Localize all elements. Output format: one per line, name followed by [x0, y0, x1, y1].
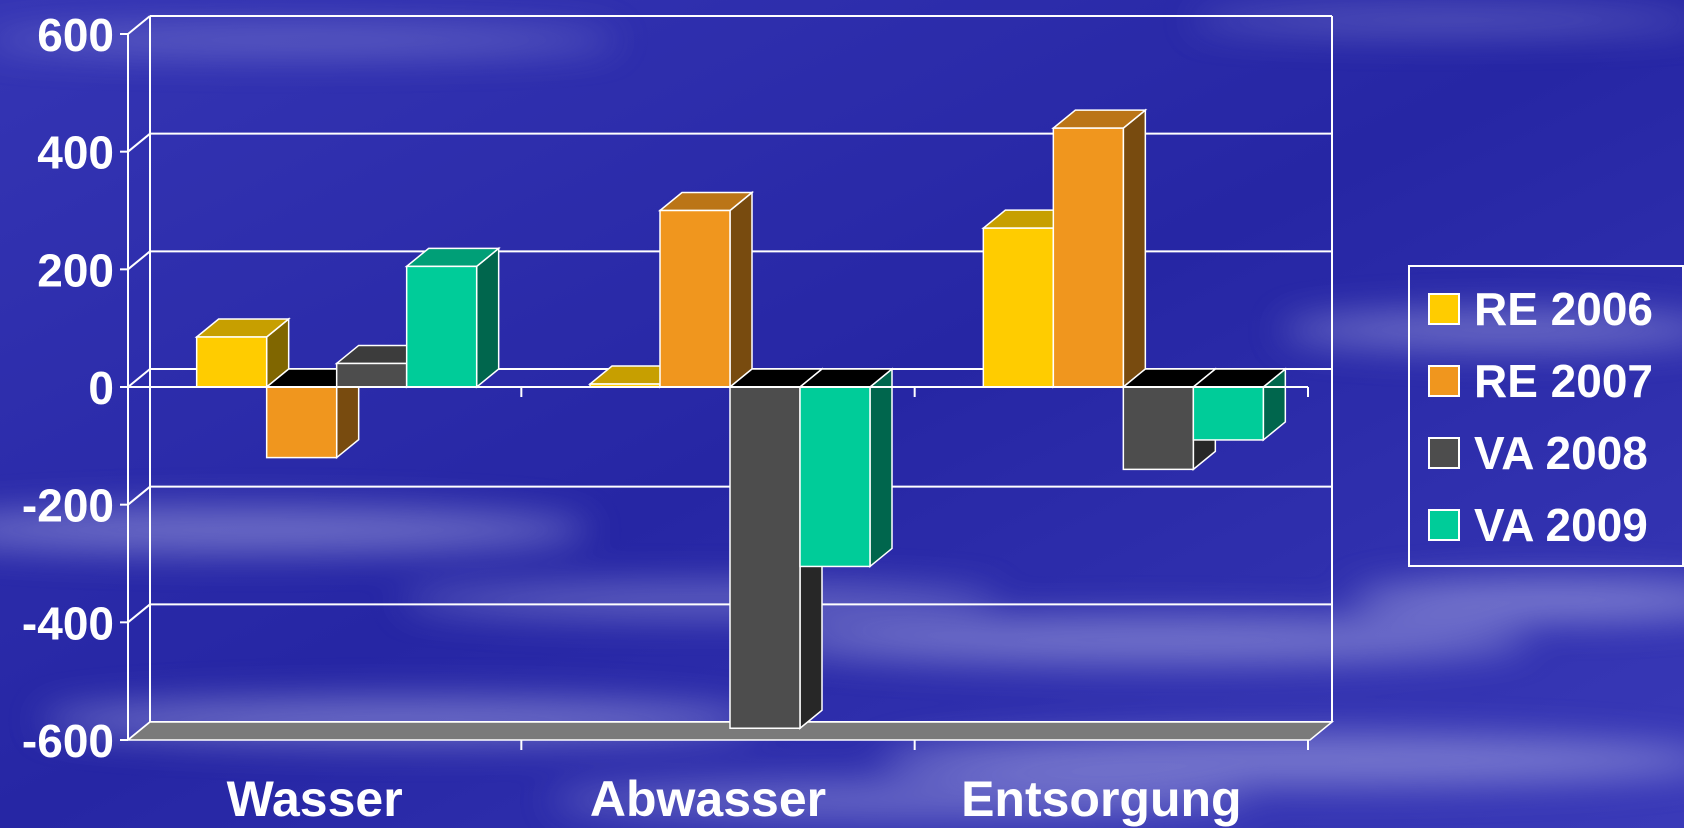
- bar-front-face: [405, 265, 478, 388]
- bar-side-face: [475, 246, 500, 389]
- bar-front-face: [1122, 386, 1195, 471]
- bar-front-face: [799, 386, 871, 568]
- bar-wasser-va-2009: [404, 246, 501, 389]
- y-tick-label: 200: [37, 244, 114, 296]
- legend-swatch-re-2007: [1428, 365, 1460, 397]
- bar-front-face: [265, 386, 338, 459]
- bar-front-face: [982, 227, 1055, 388]
- floor-slab: [125, 721, 1335, 741]
- legend-label-va-2008: VA 2008: [1474, 427, 1648, 479]
- legend-item-re-2007: RE 2007: [1428, 351, 1653, 411]
- bar-front-face: [659, 209, 731, 388]
- chart-floor: [125, 721, 1335, 741]
- bar-entsorgung-re-2007: [1051, 108, 1148, 389]
- gridline-depth: [127, 485, 151, 506]
- gridline-depth: [127, 132, 151, 153]
- legend-item-va-2009: VA 2009: [1428, 495, 1648, 555]
- x-tick-labels: Wasser Abwasser Entsorgung: [227, 771, 1242, 827]
- bar-front-face: [1192, 386, 1265, 441]
- legend: RE 2006 RE 2007 VA 2008 VA 2009: [1408, 265, 1684, 567]
- bar-entsorgung-va-2009: [1191, 367, 1288, 442]
- gridline-depth: [127, 603, 151, 624]
- bar-front-face: [729, 386, 801, 729]
- y-tick-label: -200: [22, 480, 114, 532]
- legend-item-va-2008: VA 2008: [1428, 423, 1648, 483]
- y-tick-label: 0: [88, 362, 114, 414]
- gridline-depth: [127, 368, 151, 388]
- y-tick-labels: 600 400 200 0 -200 -400 -600: [22, 9, 114, 767]
- axes: [120, 33, 1309, 750]
- x-tick-label-entsorgung: Entsorgung: [961, 771, 1242, 827]
- y-tick-label: -400: [22, 597, 114, 649]
- x-tick-label-abwasser: Abwasser: [590, 771, 826, 827]
- bar-side-face: [729, 190, 753, 389]
- bar-wasser-re-2006: [194, 317, 291, 389]
- legend-label-re-2006: RE 2006: [1474, 283, 1654, 335]
- y-tick-label: 600: [37, 9, 114, 61]
- bar-abwasser-va-2009: [797, 367, 895, 569]
- y-tick-label: 400: [37, 127, 114, 179]
- legend-label-re-2007: RE 2007: [1474, 355, 1654, 407]
- bar-wasser-re-2007: [264, 367, 361, 460]
- legend-item-re-2006: RE 2006: [1428, 279, 1653, 339]
- bar-front-face: [195, 336, 268, 388]
- bar-abwasser-re-2007: [657, 190, 755, 389]
- legend-swatch-va-2008: [1428, 437, 1460, 469]
- x-tick-label-wasser: Wasser: [227, 771, 403, 827]
- legend-swatch-re-2006: [1428, 293, 1460, 325]
- legend-label-va-2009: VA 2009: [1474, 499, 1648, 551]
- bars: [194, 108, 1288, 730]
- bar-side-face: [1122, 108, 1147, 389]
- bar-side-face: [869, 367, 893, 569]
- bar-front-face: [335, 362, 408, 388]
- bar-front-face: [1052, 127, 1125, 388]
- gridline-depth: [127, 15, 151, 35]
- y-tick-label: -600: [22, 715, 114, 767]
- gridline-depth: [127, 250, 151, 271]
- legend-swatch-va-2009: [1428, 509, 1460, 541]
